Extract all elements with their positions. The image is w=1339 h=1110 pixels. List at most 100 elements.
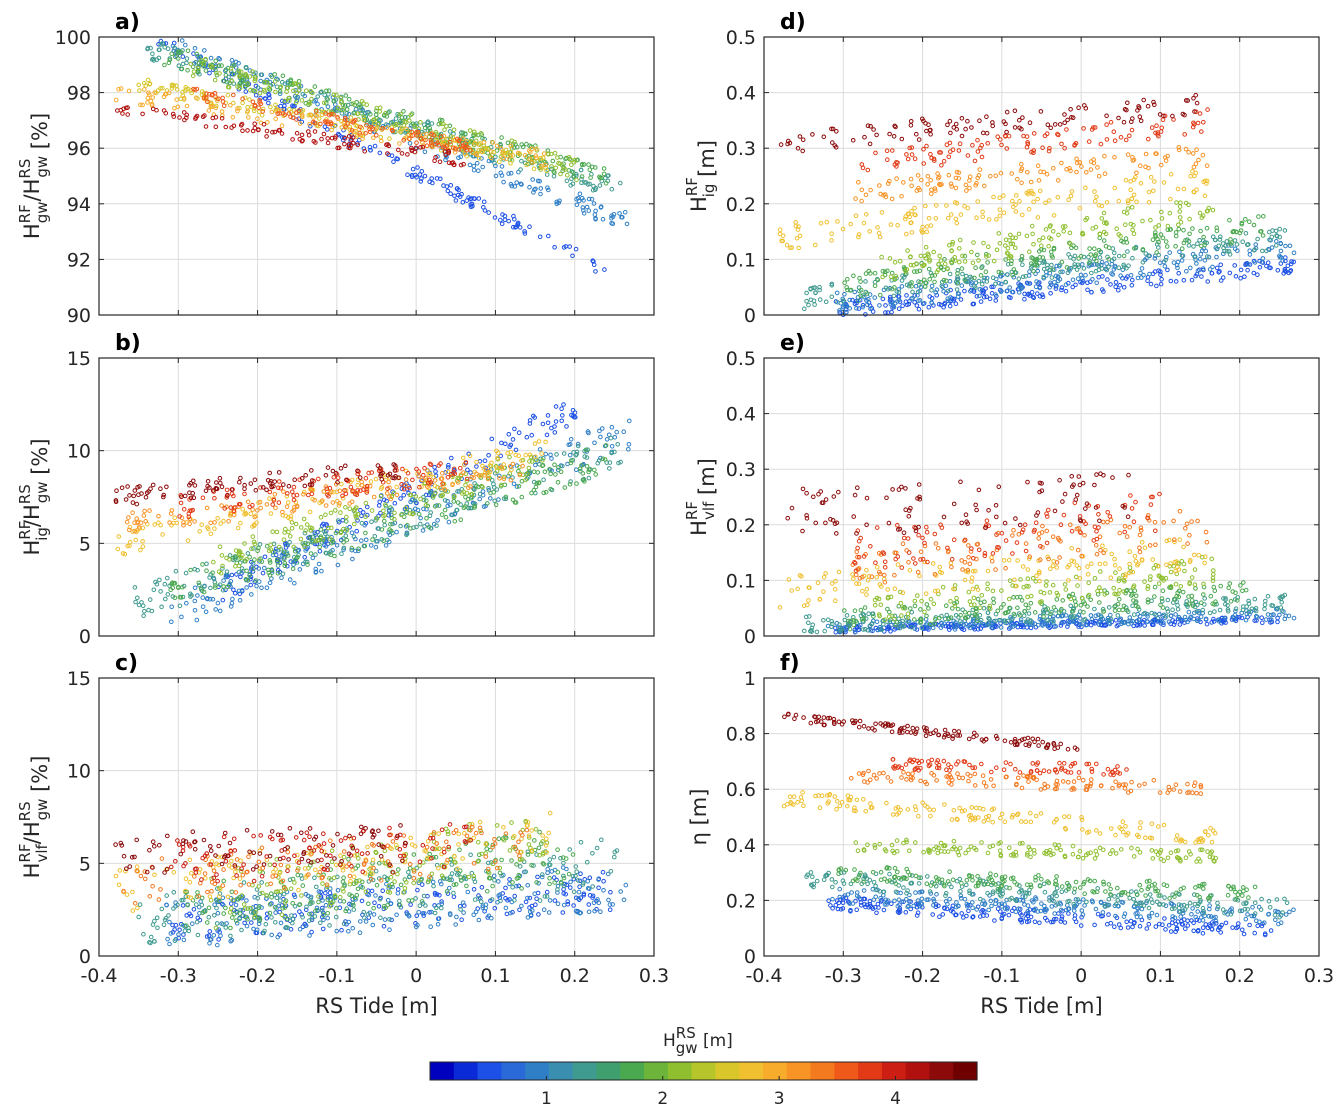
data-point (287, 82, 293, 87)
data-point (190, 64, 196, 69)
data-point (509, 145, 515, 151)
data-point (364, 117, 370, 122)
data-point (229, 78, 234, 84)
y-tick-label: 96 (67, 138, 91, 160)
data-point (216, 56, 221, 61)
data-point (179, 66, 185, 72)
data-point (499, 164, 505, 169)
data-point (499, 173, 505, 178)
data-point (223, 72, 229, 78)
y-axis-label-part: [%] (28, 756, 52, 799)
data-point (250, 69, 255, 74)
data-point (245, 81, 250, 86)
data-point (481, 199, 487, 205)
data-point (145, 45, 151, 51)
data-point (460, 130, 466, 136)
data-point (443, 157, 448, 163)
data-point (287, 98, 292, 103)
data-point (575, 195, 581, 201)
data-point (169, 51, 174, 57)
data-point (456, 155, 461, 161)
y-axis-label: HRFig/HRSgw [%] (16, 438, 52, 555)
data-point (453, 198, 459, 203)
data-point (326, 88, 332, 93)
y-axis-label-part: H (20, 863, 44, 879)
data-point (389, 153, 395, 158)
data-point (239, 78, 244, 83)
data-point (175, 56, 181, 61)
data-point (469, 201, 475, 207)
data-point (148, 45, 153, 51)
data-point (278, 84, 284, 90)
data-point (294, 90, 300, 96)
y-axis-label-sup: RS (16, 159, 34, 179)
data-point (236, 68, 242, 74)
data-point (506, 218, 512, 224)
data-point (277, 89, 283, 94)
data-point (444, 154, 449, 160)
scatter-points (113, 38, 630, 274)
data-point (554, 199, 560, 205)
data-point (570, 181, 576, 187)
data-point (622, 209, 628, 215)
y-axis-label-part: H (20, 540, 44, 556)
data-point (184, 56, 190, 61)
data-point (422, 149, 428, 155)
data-point (176, 63, 182, 68)
data-point (433, 129, 439, 135)
data-point (609, 215, 614, 221)
data-point (157, 47, 162, 53)
y-axis-label-sup: RF (16, 204, 34, 223)
data-point (563, 244, 569, 249)
data-point (410, 166, 416, 172)
data-point (213, 58, 218, 64)
x-tick-label: -0.3 (160, 965, 197, 987)
data-point (583, 180, 589, 185)
data-point (151, 58, 157, 63)
data-point (573, 246, 579, 252)
y-tick-label: 10 (67, 761, 91, 783)
data-point (405, 172, 410, 177)
data-point (569, 162, 574, 168)
data-point (591, 183, 596, 189)
data-point (600, 216, 606, 222)
data-point (597, 183, 603, 188)
data-point (248, 87, 253, 93)
data-point (455, 186, 460, 191)
data-point (467, 128, 473, 133)
data-point (481, 205, 486, 210)
data-point (321, 100, 327, 106)
data-point (457, 194, 463, 199)
y-axis-label: HRFgw/HRSgw [%] (16, 113, 52, 239)
data-point (176, 50, 181, 56)
data-point (492, 215, 498, 220)
data-point (419, 176, 424, 181)
y-tick-label: 5 (79, 853, 91, 875)
data-point (338, 95, 343, 101)
data-point (269, 74, 275, 79)
data-point (546, 187, 551, 193)
data-point (325, 97, 330, 102)
data-point (179, 38, 185, 43)
y-tick-label: 15 (67, 668, 91, 690)
data-point (584, 204, 590, 210)
data-point (588, 175, 593, 180)
data-point (160, 41, 165, 46)
data-point (554, 201, 560, 207)
data-point (418, 179, 424, 184)
data-point (361, 101, 366, 106)
plot-area (99, 37, 654, 315)
data-point (172, 45, 177, 51)
data-point (393, 121, 399, 127)
data-point (581, 208, 586, 213)
data-point (471, 132, 476, 137)
data-point (434, 176, 440, 181)
data-point (458, 134, 464, 139)
data-point (194, 51, 200, 57)
data-point (202, 48, 207, 53)
data-point (570, 170, 576, 175)
data-point (579, 174, 585, 179)
